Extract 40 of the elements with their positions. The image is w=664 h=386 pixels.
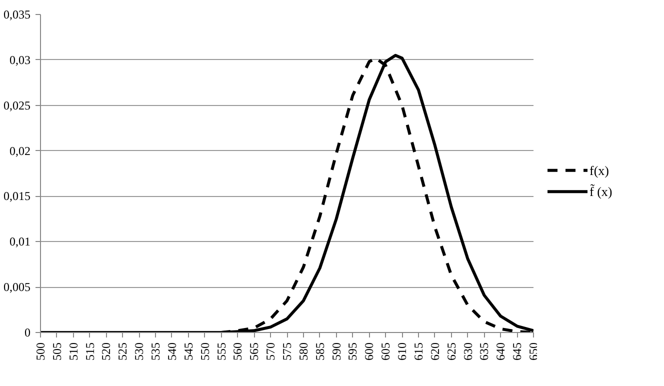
legend-label: f̃ (x)	[590, 184, 612, 200]
x-tick-label: 610	[395, 342, 410, 360]
x-tick-label: 575	[280, 342, 294, 360]
y-tick-label: 0,035	[4, 8, 30, 22]
x-tick-label: 535	[148, 342, 163, 360]
y-tick-label: 0,02	[10, 144, 30, 158]
y-tick-label: 0	[24, 326, 30, 340]
x-tick-label: 640	[494, 342, 508, 360]
x-tick-label: 635	[477, 342, 492, 360]
x-tick-label: 580	[296, 342, 310, 360]
x-tick-label: 565	[247, 342, 262, 360]
x-tick-label: 595	[346, 342, 360, 360]
x-tick-label: 615	[411, 342, 426, 360]
y-tick-label: 0,03	[10, 52, 30, 67]
x-tick-label: 545	[181, 342, 196, 360]
x-tick-label: 625	[444, 342, 458, 360]
x-tick-label: 555	[214, 342, 228, 360]
y-tick-label: 0,005	[4, 280, 30, 294]
y-tick-label: 0,015	[4, 189, 30, 204]
x-tick-label: 520	[99, 342, 114, 360]
x-tick-label: 515	[82, 342, 97, 360]
x-tick-label: 550	[198, 342, 212, 360]
y-tick-label: 0,025	[4, 98, 30, 112]
x-tick-label: 505	[50, 342, 64, 360]
legend-label: f(x)	[590, 162, 609, 178]
x-tick-label: 600	[362, 342, 376, 360]
x-tick-label: 525	[116, 342, 130, 360]
y-tick-label: 0,01	[10, 234, 30, 249]
x-tick-label: 570	[264, 342, 278, 360]
x-tick-label: 620	[428, 342, 442, 360]
x-tick-label: 500	[34, 342, 48, 360]
x-tick-label: 540	[164, 342, 179, 360]
x-tick-label: 530	[132, 342, 146, 360]
x-tick-label: 585	[312, 342, 327, 360]
x-tick-label: 645	[510, 342, 524, 360]
x-tick-label: 510	[66, 342, 80, 360]
x-tick-label: 605	[378, 342, 393, 360]
x-tick-label: 560	[230, 342, 245, 360]
x-tick-label: 590	[329, 342, 344, 360]
x-tick-label: 630	[460, 342, 475, 360]
